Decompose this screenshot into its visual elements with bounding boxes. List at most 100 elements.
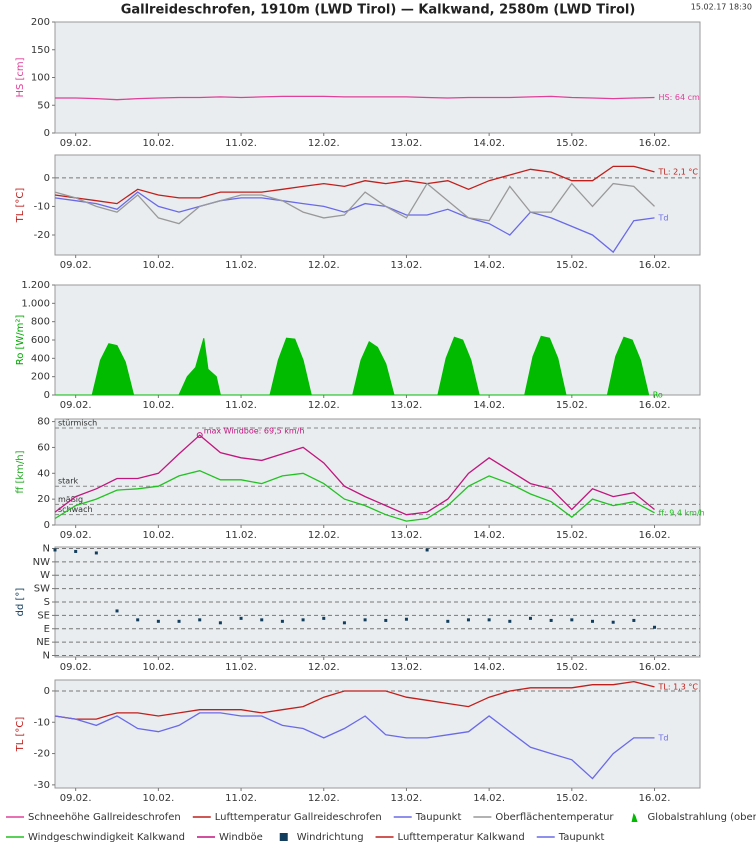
- point: [653, 625, 657, 629]
- legend-item: Lufttemperatur Gallreideschrofen: [192, 812, 382, 823]
- x-tick-label: 13.02.: [391, 662, 423, 673]
- y-tick-label: N: [43, 543, 50, 554]
- y-axis-label: HS [cm]: [15, 57, 26, 97]
- x-tick-label: 10.02.: [142, 793, 174, 804]
- point: [632, 618, 636, 622]
- y-axis-label: Ro [W/m²]: [15, 315, 26, 366]
- legend-label: Windrichtung: [297, 832, 364, 843]
- y-tick-label: 200: [31, 17, 50, 28]
- x-tick-label: 13.02.: [391, 260, 423, 271]
- legend-label: Globalstrahlung (oben): [648, 812, 756, 823]
- line: [54, 434, 655, 516]
- point: [198, 618, 202, 622]
- chart-title: Gallreideschrofen, 1910m (LWD Tirol) — K…: [121, 3, 636, 18]
- x-tick-label: 11.02.: [225, 260, 257, 271]
- y-tick-label: 1.000: [21, 298, 50, 309]
- point: [611, 620, 615, 624]
- y-tick-label: 600: [31, 335, 50, 346]
- x-tick-label: 16.02.: [639, 662, 671, 673]
- point: [74, 549, 78, 553]
- reference-label: stark: [58, 477, 78, 486]
- end-label: ff: 9,4 km/h: [659, 508, 705, 517]
- point: [53, 548, 57, 552]
- point: [342, 621, 346, 625]
- y-tick-label: 0: [44, 686, 50, 697]
- x-tick-label: 15.02.: [556, 662, 588, 673]
- point: [301, 618, 305, 622]
- point: [508, 619, 512, 623]
- legend-item: Globalstrahlung (oben): [631, 812, 756, 823]
- y-tick-label: W: [40, 570, 50, 581]
- x-tick-label: 12.02.: [308, 793, 340, 804]
- end-label: HS: 64 cm: [659, 93, 700, 102]
- y-tick-label: -10: [34, 201, 50, 212]
- point: [404, 617, 408, 621]
- x-tick-label: 11.02.: [225, 662, 257, 673]
- legend-label: Taupunkt: [558, 832, 605, 843]
- reference-label: schwach: [58, 505, 93, 514]
- x-tick-label: 15.02.: [556, 138, 588, 149]
- y-tick-label: 200: [31, 372, 50, 383]
- line: [54, 182, 655, 225]
- legend-item: Windböe: [196, 832, 263, 843]
- x-tick-label: 15.02.: [556, 260, 588, 271]
- x-tick-label: 10.02.: [142, 400, 174, 411]
- y-tick-label: -20: [34, 230, 50, 241]
- legend-item: Windgeschwindigkeit Kalkwand: [6, 832, 185, 843]
- point: [136, 618, 140, 622]
- y-tick-label: 400: [31, 353, 50, 364]
- x-tick-label: 14.02.: [473, 400, 505, 411]
- y-tick-label: 800: [31, 317, 50, 328]
- x-tick-label: 15.02.: [556, 530, 588, 541]
- x-tick-label: 14.02.: [473, 138, 505, 149]
- legend-label: Windgeschwindigkeit Kalkwand: [28, 832, 185, 843]
- y-axis-label: TL [°C]: [15, 188, 26, 224]
- x-tick-label: 13.02.: [391, 400, 423, 411]
- point: [218, 621, 222, 625]
- line: [54, 680, 655, 720]
- x-tick-label: 14.02.: [473, 260, 505, 271]
- line: [54, 191, 655, 254]
- x-tick-label: 09.02.: [60, 260, 92, 271]
- x-tick-label: 11.02.: [225, 793, 257, 804]
- plot-area: [54, 679, 701, 789]
- reference-label: stürmisch: [58, 419, 97, 428]
- legend-label: Windböe: [219, 832, 263, 843]
- y-tick-label: SE: [37, 610, 50, 621]
- reference-label: mäßig: [58, 495, 83, 504]
- point: [446, 619, 450, 623]
- x-tick-label: 14.02.: [473, 530, 505, 541]
- y-tick-label: NE: [36, 637, 50, 648]
- point: [591, 619, 594, 623]
- end-label: TL: 1,3 °C: [658, 682, 699, 691]
- x-tick-label: 14.02.: [473, 793, 505, 804]
- x-tick-label: 10.02.: [142, 260, 174, 271]
- point: [384, 618, 388, 622]
- x-tick-label: 09.02.: [60, 530, 92, 541]
- x-tick-label: 16.02.: [639, 400, 671, 411]
- y-tick-label: NW: [33, 557, 50, 568]
- x-tick-label: 09.02.: [60, 662, 92, 673]
- y-tick-label: 60: [37, 442, 50, 453]
- point: [363, 618, 367, 622]
- y-tick-label: S: [44, 597, 50, 608]
- legend-label: Lufttemperatur Gallreideschrofen: [215, 812, 382, 823]
- y-tick-label: 40: [37, 468, 50, 479]
- point: [425, 548, 429, 552]
- end-label: Ro: [653, 391, 663, 400]
- plot-area: [54, 21, 701, 134]
- legend-label: Schneehöhe Gallreideschrofen: [28, 812, 181, 823]
- x-tick-label: 10.02.: [142, 530, 174, 541]
- y-tick-label: N: [43, 651, 50, 662]
- end-label: Td: [658, 213, 669, 222]
- y-tick-label: 0: [44, 390, 50, 401]
- plot-area: [54, 418, 701, 526]
- x-tick-label: 12.02.: [308, 138, 340, 149]
- y-tick-label: 150: [31, 45, 50, 56]
- legend-item: Schneehöhe Gallreideschrofen: [6, 812, 181, 823]
- area: [55, 335, 650, 396]
- line: [54, 470, 655, 522]
- legend-item: Taupunkt: [393, 812, 461, 823]
- y-tick-label: 20: [37, 494, 50, 505]
